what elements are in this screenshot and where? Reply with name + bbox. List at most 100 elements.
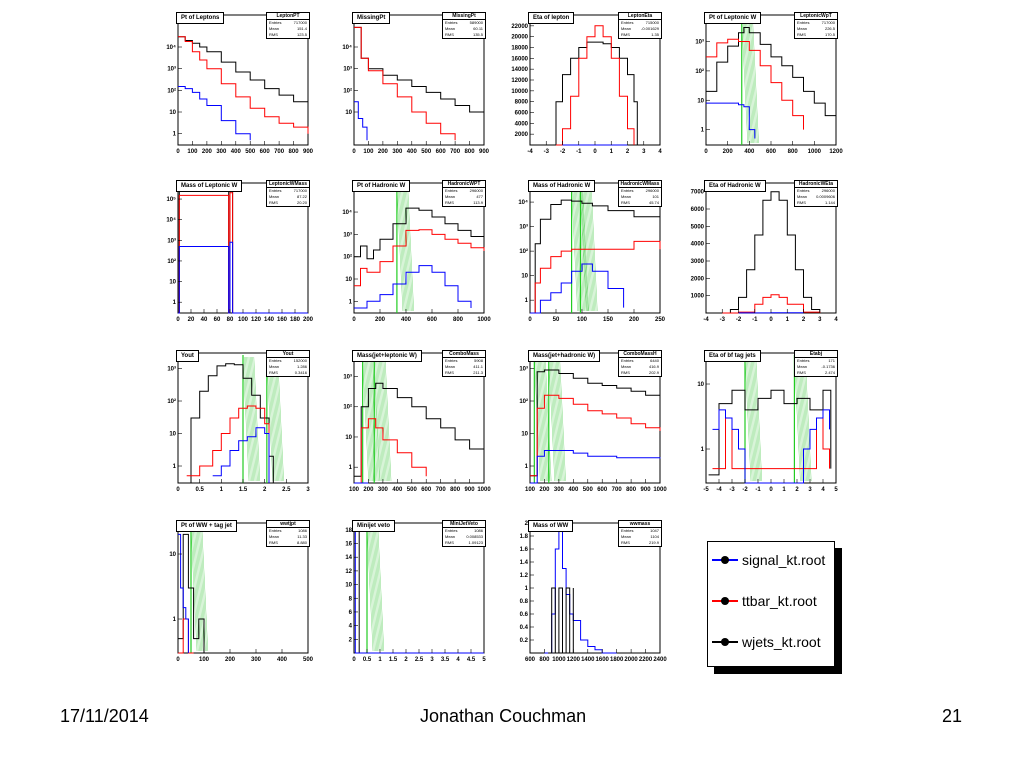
stats-histogram-name: Etabj [795, 351, 837, 358]
histogram-series [354, 418, 427, 484]
x-tick-label: 2 [404, 657, 408, 663]
stats-row: Mean -0.001629 [621, 26, 659, 31]
y-tick-label: 10² [167, 258, 176, 265]
histogram-series [354, 207, 485, 260]
stats-box: HadronicWPT Entries 296000 Mean 477 RMS 113.9 [442, 180, 486, 207]
x-tick-label: 100 [363, 149, 374, 155]
y-tick-label: 10 [345, 435, 352, 441]
x-tick-label: 100 [238, 317, 249, 323]
x-tick-label: 140 [264, 317, 275, 323]
y-tick-label: 10³ [695, 39, 704, 46]
stats-row: Entries 171 [797, 358, 835, 363]
stats-row: RMS 113.9 [445, 200, 483, 205]
x-tick-label: 1.5 [389, 657, 398, 663]
y-tick-label: 18 [345, 528, 352, 534]
x-tick-label: 400 [568, 487, 579, 493]
x-tick-label: 2 [795, 487, 799, 493]
x-tick-label: 60 [214, 317, 221, 323]
stats-row: Entries 296000 [621, 188, 659, 193]
y-tick-label: 10³ [343, 66, 352, 73]
histogram-grid: 0 100 200 300 400 500 600 700 800 900 1 10 10² 10³ 10⁴… [166, 12, 843, 663]
legend-line-signal [712, 556, 738, 564]
stats-row: RMS 202.9 [621, 370, 659, 375]
x-tick-label: 300 [378, 487, 389, 493]
stats-box: Yout Entries 152000 Mean 1.286 RMS 0.3416 [266, 350, 310, 377]
x-tick-label: 1 [378, 657, 382, 663]
x-tick-label: 800 [289, 149, 300, 155]
x-tick-label: 20 [188, 317, 195, 323]
x-tick-label: 200 [723, 149, 734, 155]
stats-row: RMS 219.9 [621, 540, 659, 545]
x-tick-label: 500 [583, 487, 594, 493]
stats-row: Entries 1086 [269, 528, 307, 533]
x-tick-label: 600 [427, 317, 438, 323]
x-tick-label: -2 [736, 317, 742, 323]
stats-row: Mean 101 [621, 194, 659, 199]
histogram-title: MissingPt [352, 12, 391, 24]
x-tick-label: -1 [752, 317, 758, 323]
y-tick-label: 10 [697, 98, 704, 104]
x-tick-label: 0 [352, 317, 356, 323]
stats-row: Mean 60.11 [445, 26, 483, 31]
x-tick-label: -2 [560, 149, 566, 155]
x-tick-label: 0 [176, 657, 180, 663]
y-tick-label: 1 [173, 300, 177, 306]
stats-histogram-name: wwmass [619, 521, 661, 528]
y-tick-label: 10000 [511, 89, 528, 95]
x-tick-label: 400 [231, 149, 242, 155]
stats-row: Entries 589000 [445, 20, 483, 25]
x-tick-label: 700 [612, 487, 623, 493]
stats-row: Entries 152000 [269, 358, 307, 363]
x-tick-label: 5 [834, 487, 838, 493]
histogram-plot: -4 -3 -2 -1 0 1 2 3 4 1000 2000 3000 4000 5000 6000 700… [691, 182, 838, 323]
y-tick-label: 10⁴ [166, 218, 176, 224]
x-tick-label: 4.5 [467, 657, 476, 663]
y-tick-label: 10⁵ [167, 197, 177, 203]
x-tick-label: 200 [539, 487, 550, 493]
y-tick-label: 10² [343, 404, 352, 411]
legend-line-ttbar [712, 597, 738, 605]
histogram-panel: 0 0.5 1 1.5 2 2.5 3 1 10 10² 10³ Yout Yout Entries 152… [167, 350, 310, 497]
x-tick-label: 100 [349, 487, 360, 493]
x-tick-label: 4 [658, 149, 662, 155]
stats-row: RMS 0.3416 [269, 370, 307, 375]
stats-box: wwmass Entries 1047 Mean 1104 RMS 219.9 [618, 520, 662, 547]
stats-row: RMS 123.5 [269, 32, 307, 37]
y-tick-label: 1.4 [520, 560, 529, 566]
y-tick-label: 10⁴ [518, 200, 528, 206]
y-tick-label: 1 [173, 464, 177, 470]
y-tick-label: 10² [167, 398, 176, 405]
y-tick-label: 10³ [343, 231, 352, 238]
footer-date: 17/11/2014 [60, 706, 149, 726]
x-tick-label: 1000 [808, 149, 822, 155]
x-tick-label: 80 [227, 317, 234, 323]
y-tick-label: 7000 [691, 190, 705, 196]
histogram-series [708, 389, 832, 476]
stats-box: wwtjpt Entries 1086 Mean 11.33 RMS 8.880 [266, 520, 310, 547]
y-tick-label: 1 [525, 464, 529, 470]
y-tick-label: 6000 [515, 111, 529, 117]
y-tick-label: 2000 [691, 276, 705, 282]
x-tick-label: 1400 [581, 657, 595, 663]
y-tick-label: 10² [519, 398, 528, 405]
x-tick-label: 600 [436, 149, 447, 155]
x-tick-label: 1.5 [239, 487, 248, 493]
stats-histogram-name: HadronicWPT [443, 181, 485, 188]
histogram-series [530, 199, 661, 314]
x-tick-label: 400 [407, 149, 418, 155]
histogram-series [178, 533, 205, 653]
x-tick-label: 900 [479, 149, 490, 155]
stats-row: RMS 135.5 [445, 32, 483, 37]
histogram-series [354, 101, 368, 141]
histogram-panel: -4 -3 -2 -1 0 1 2 3 4 2000 4000 6000 8000 10000 12000 1… [511, 12, 662, 159]
stats-box: HadronicWEta Entries 296000 Mean 0.0009606 RM… [794, 180, 838, 207]
x-tick-label: 1600 [596, 657, 610, 663]
stats-row: RMS 20.20 [269, 200, 307, 205]
histogram-title: Mass(jet+hadronic W) [528, 350, 601, 362]
y-tick-label: 10 [169, 110, 176, 116]
y-tick-label: 10³ [167, 66, 176, 73]
x-tick-label: 300 [392, 149, 403, 155]
histogram-panel: 0 200 400 600 800 1000 1200 1 10 10² 10³ Pt of Lept… [695, 12, 843, 159]
x-tick-label: 180 [290, 317, 301, 323]
y-tick-label: 12 [345, 569, 352, 575]
